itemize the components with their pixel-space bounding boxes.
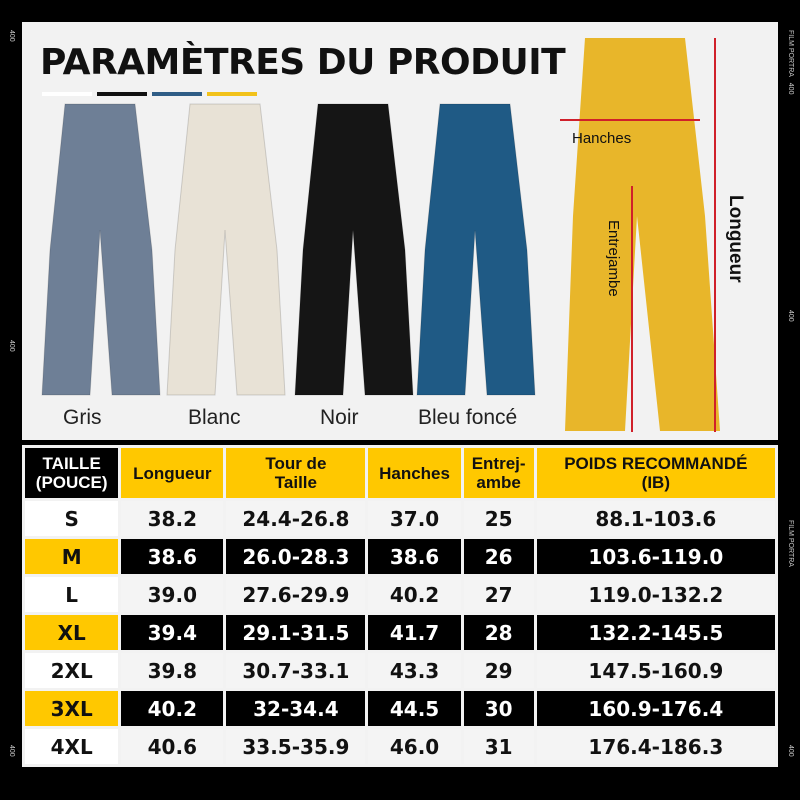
table-cell: 160.9-176.4 — [536, 691, 775, 726]
table-cell: 28 — [463, 615, 534, 650]
table-cell: 30 — [463, 691, 534, 726]
header-text: Entrej- — [471, 454, 526, 473]
header-text: ambe — [476, 473, 521, 492]
table-cell: 31 — [463, 729, 534, 764]
table-cell: 29.1-31.5 — [226, 615, 366, 650]
table-cell: 43.3 — [368, 653, 461, 688]
film-speed: 400 — [787, 82, 794, 95]
table-cell: 24.4-26.8 — [226, 501, 366, 536]
inseam-label: Entrejambe — [605, 220, 622, 297]
table-cell: 38.6 — [368, 539, 461, 574]
film-speed: 400 — [8, 30, 15, 42]
header-text: Tour de — [265, 454, 327, 473]
table-row: L 39.0 27.6-29.9 40.2 27 119.0-132.2 — [25, 577, 775, 612]
size-cell: S — [25, 501, 119, 536]
table-cell: 132.2-145.5 — [536, 615, 775, 650]
color-label: Noir — [320, 406, 359, 429]
size-table: TAILLE (POUCE) Longueur Tour de Taille Hanche… — [22, 445, 778, 767]
header-text: Taille — [274, 473, 317, 492]
table-row: S 38.2 24.4-26.8 37.0 25 88.1-103.6 — [25, 501, 775, 536]
table-cell: 27 — [463, 577, 534, 612]
table-cell: 119.0-132.2 — [536, 577, 775, 612]
color-swatch-bar — [207, 92, 257, 96]
film-brand: FILM PORTRA — [787, 520, 794, 567]
length-label: Longueur — [725, 195, 746, 283]
table-cell: 147.5-160.9 — [536, 653, 775, 688]
table-cell: 29 — [463, 653, 534, 688]
table-cell: 39.4 — [121, 615, 224, 650]
size-cell: XL — [25, 615, 119, 650]
yellow-pants-image — [560, 38, 720, 432]
table-row: M 38.6 26.0-28.3 38.6 26 103.6-119.0 — [25, 539, 775, 574]
table-cell: 26.0-28.3 — [226, 539, 366, 574]
column-header: POIDS RECOMMANDÉ (IB) — [536, 448, 775, 498]
film-speed: 400 — [787, 745, 794, 757]
column-header: Entrej-ambe — [463, 448, 534, 498]
table-cell: 38.2 — [121, 501, 224, 536]
table-cell: 39.0 — [121, 577, 224, 612]
size-cell: L — [25, 577, 119, 612]
color-swatch-bar — [97, 92, 147, 96]
table-cell: 26 — [463, 539, 534, 574]
table-cell: 40.6 — [121, 729, 224, 764]
table-cell: 32-34.4 — [226, 691, 366, 726]
table-cell: 25 — [463, 501, 534, 536]
pants-image-4 — [416, 103, 536, 396]
table-cell: 176.4-186.3 — [536, 729, 775, 764]
table-cell: 37.0 — [368, 501, 461, 536]
table-cell: 40.2 — [121, 691, 224, 726]
header-text: Hanches — [379, 463, 450, 483]
column-header: TAILLE (POUCE) — [25, 448, 119, 498]
table-cell: 27.6-29.9 — [226, 577, 366, 612]
column-header: Longueur — [121, 448, 224, 498]
table-row: 3XL 40.2 32-34.4 44.5 30 160.9-176.4 — [25, 691, 775, 726]
header-text: (IB) — [641, 473, 670, 492]
size-cell: M — [25, 539, 119, 574]
size-cell: 3XL — [25, 691, 119, 726]
color-swatch-bar — [152, 92, 202, 96]
film-label: FILM PORTRA — [787, 520, 794, 567]
film-speed: 400 — [8, 340, 15, 352]
size-cell: 4XL — [25, 729, 119, 764]
film-brand: FILM PORTRA — [787, 30, 794, 77]
header-text: Longueur — [133, 463, 212, 483]
column-header: Tour de Taille — [226, 448, 366, 498]
table-row: 4XL 40.6 33.5-35.9 46.0 31 176.4-186.3 — [25, 729, 775, 764]
table-cell: 88.1-103.6 — [536, 501, 775, 536]
film-speed: 400 — [8, 745, 15, 757]
table-cell: 46.0 — [368, 729, 461, 764]
hips-label: Hanches — [572, 130, 632, 147]
film-label: FILM PORTRA 400 — [787, 30, 794, 94]
header-text: (POUCE) — [35, 473, 108, 492]
table-cell: 33.5-35.9 — [226, 729, 366, 764]
pants-image-2 — [166, 103, 286, 396]
column-header: Hanches — [368, 448, 461, 498]
table-header-row: TAILLE (POUCE) Longueur Tour de Taille Hanche… — [25, 448, 775, 498]
size-cell: 2XL — [25, 653, 119, 688]
table-row: XL 39.4 29.1-31.5 41.7 28 132.2-145.5 — [25, 615, 775, 650]
pants-image-1 — [41, 103, 161, 396]
table-cell: 39.8 — [121, 653, 224, 688]
page-title: PARAMÈTRES DU PRODUIT — [40, 42, 566, 83]
color-label: Bleu foncé — [418, 406, 518, 429]
table-row: 2XL 39.8 30.7-33.1 43.3 29 147.5-160.9 — [25, 653, 775, 688]
film-speed: 400 — [787, 310, 794, 322]
header-text: POIDS RECOMMANDÉ — [564, 454, 748, 473]
table-cell: 38.6 — [121, 539, 224, 574]
pants-image-3 — [294, 103, 414, 396]
table-cell: 103.6-119.0 — [536, 539, 775, 574]
color-label: Blanc — [188, 406, 241, 429]
table-cell: 44.5 — [368, 691, 461, 726]
header-text: TAILLE — [42, 454, 101, 473]
table-cell: 30.7-33.1 — [226, 653, 366, 688]
table-cell: 41.7 — [368, 615, 461, 650]
color-label: Gris — [63, 406, 102, 429]
table-cell: 40.2 — [368, 577, 461, 612]
color-swatch-bar — [42, 92, 92, 96]
